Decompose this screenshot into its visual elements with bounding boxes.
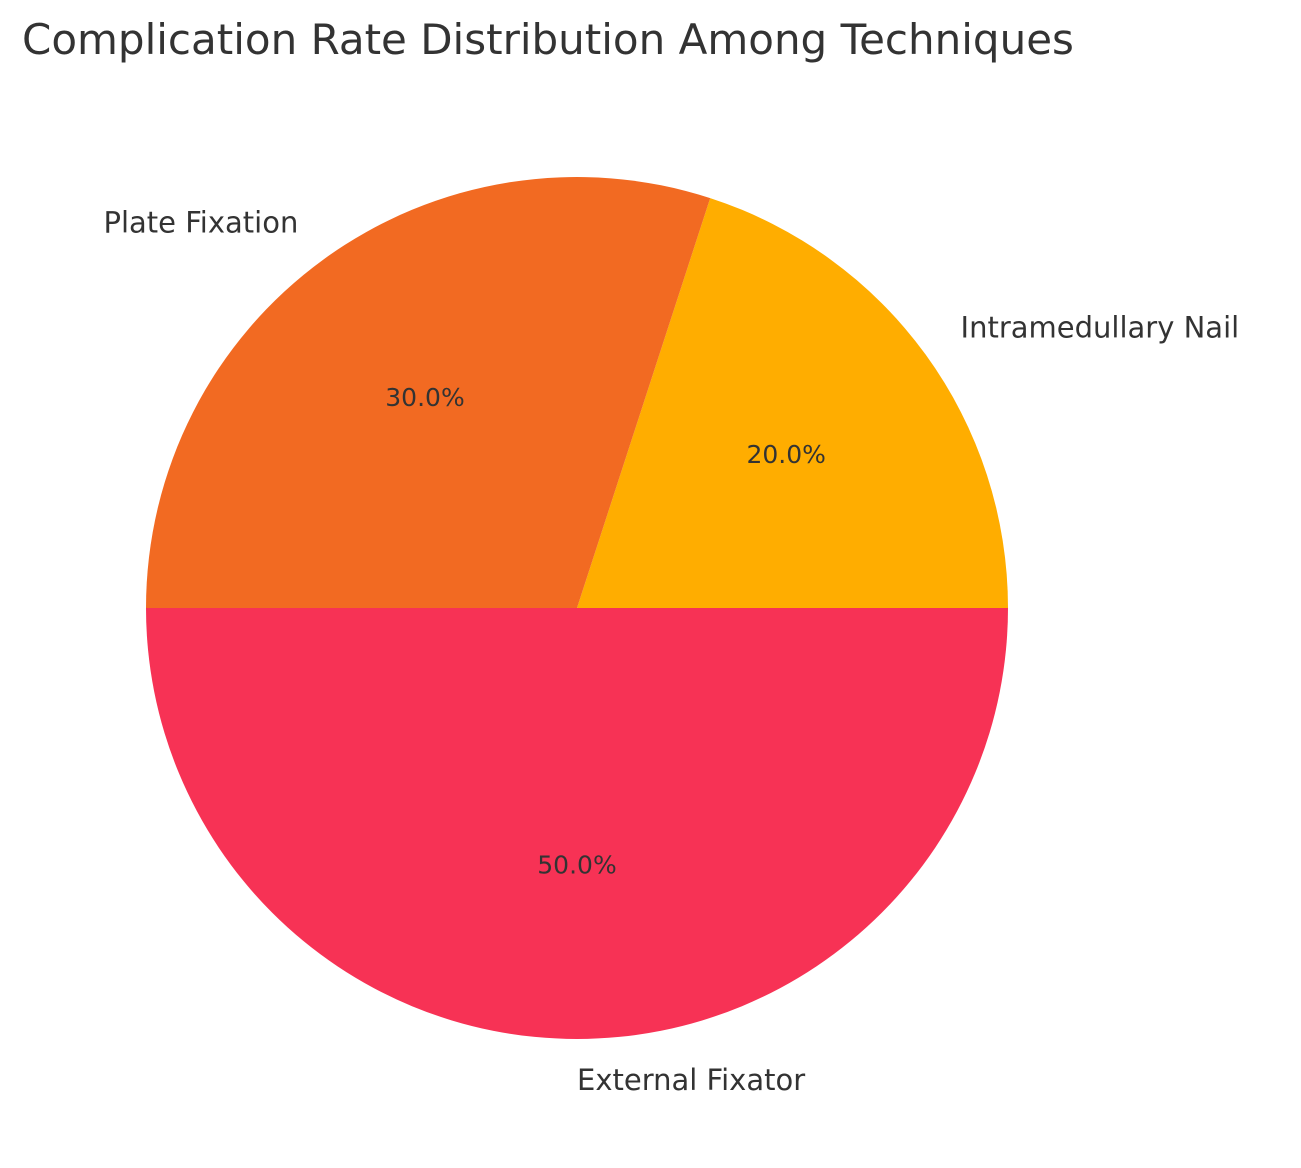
percent-plate-fixation: 30.0% bbox=[385, 383, 464, 412]
label-intramedullary-nail: Intramedullary Nail bbox=[961, 310, 1240, 344]
pie-labels: Intramedullary Nail 20.0% Plate Fixation 30… bbox=[103, 205, 1239, 1097]
slice-plate-fixation bbox=[146, 176, 711, 608]
pie-slices bbox=[146, 176, 1008, 1039]
chart-title: Complication Rate Distribution Among Tec… bbox=[22, 15, 1074, 64]
label-plate-fixation: Plate Fixation bbox=[103, 205, 298, 239]
percent-intramedullary-nail: 20.0% bbox=[747, 440, 826, 469]
label-external-fixator: External Fixator bbox=[577, 1063, 805, 1097]
slice-intramedullary-nail bbox=[577, 198, 1008, 608]
percent-external-fixator: 50.0% bbox=[537, 851, 616, 880]
slice-external-fixator bbox=[146, 608, 1008, 1039]
